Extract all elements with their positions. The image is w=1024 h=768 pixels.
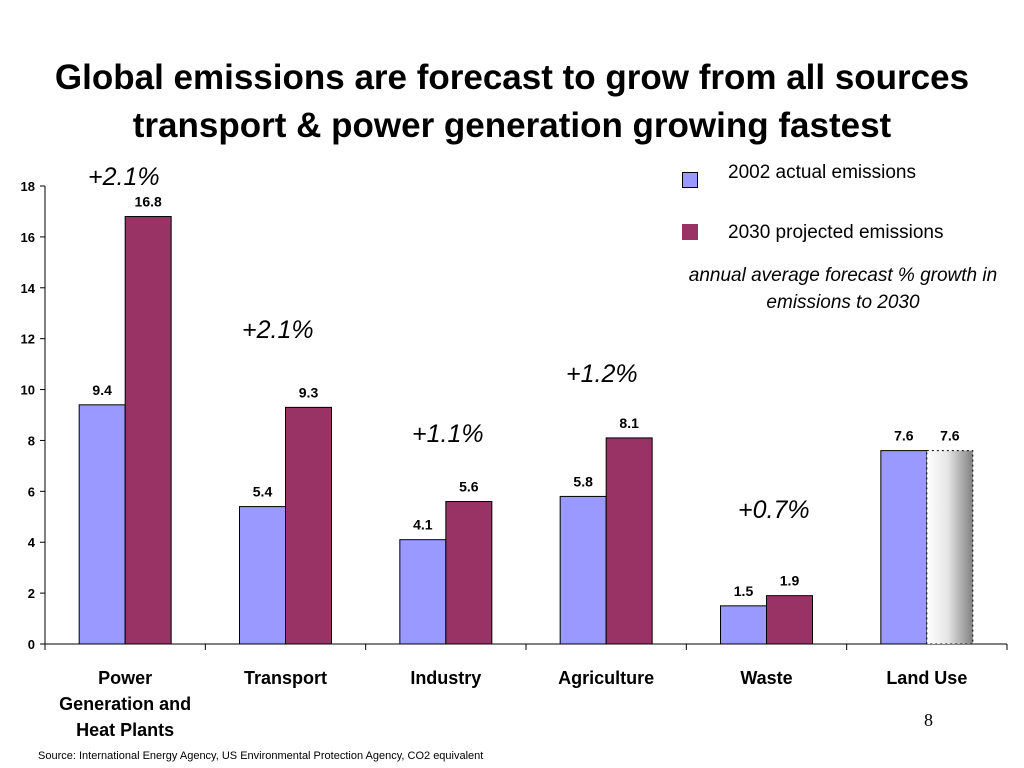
x-category-label: Transport: [244, 668, 327, 688]
growth-label-agriculture: +1.2%: [566, 360, 638, 388]
y-tick-label: 14: [21, 281, 36, 296]
x-category-label: Industry: [410, 668, 481, 688]
y-tick-label: 10: [21, 383, 35, 398]
data-label-2030: 5.6: [459, 479, 479, 495]
legend-label-2030: 2030 projected emissions: [728, 222, 944, 243]
bar-2030: [445, 501, 493, 645]
legend-swatch-2030: [682, 224, 698, 240]
x-category-label: Generation and: [59, 694, 191, 714]
bar-2030: [766, 595, 813, 645]
bar-2002: [239, 506, 286, 645]
y-tick-label: 12: [21, 332, 35, 347]
bar-2002: [559, 495, 607, 645]
data-label-2030: 1.9: [780, 573, 800, 589]
bar-2030: [605, 437, 653, 645]
bar-2030: [124, 216, 172, 645]
y-tick-label: 18: [21, 179, 35, 194]
growth-label-power: +2.1%: [88, 163, 160, 191]
page-number: 8: [924, 710, 933, 730]
data-label-2030: 9.3: [299, 384, 319, 400]
bar-2002: [880, 450, 928, 645]
data-label-2002: 1.5: [734, 583, 754, 599]
bar-2002: [720, 605, 767, 645]
data-label-2030: 7.6: [940, 428, 960, 444]
y-tick-label: 8: [28, 433, 35, 448]
source-note: Source: International Energy Agency, US …: [38, 750, 484, 762]
data-label-2002: 5.8: [573, 473, 593, 489]
data-label-2030: 16.8: [135, 194, 162, 210]
legend-note: annual average forecast % growth in emis…: [688, 265, 998, 313]
growth-label-transport: +2.1%: [242, 316, 314, 344]
bar-2002: [399, 539, 447, 645]
title-line-2: transport & power generation growing fas…: [132, 106, 892, 145]
x-category-label: Heat Plants: [76, 720, 174, 740]
y-tick-label: 0: [28, 637, 35, 652]
legend-swatch-2002: [682, 172, 698, 188]
y-tick-label: 2: [28, 586, 35, 601]
x-category-label: Agriculture: [558, 668, 654, 688]
y-tick-label: 6: [28, 484, 35, 499]
legend-label-2002: 2002 actual emissions: [728, 162, 916, 183]
bar-2030: [285, 406, 332, 645]
title-line-1: Global emissions are forecast to grow fr…: [54, 58, 970, 97]
bar-2002: [78, 404, 126, 645]
page-title: Global emissions are forecast to grow fr…: [0, 54, 1024, 150]
growth-label-industry: +1.1%: [412, 420, 484, 448]
data-label-2002: 7.6: [894, 428, 914, 444]
bar-2030: [926, 450, 974, 645]
data-label-2030: 8.1: [619, 415, 639, 431]
growth-label-waste: +0.7%: [738, 496, 810, 524]
data-label-2002: 9.4: [92, 382, 112, 398]
x-category-label: Land Use: [886, 668, 967, 688]
y-tick-label: 4: [28, 535, 36, 550]
x-category-label: Waste: [740, 668, 792, 688]
data-label-2002: 5.4: [253, 484, 273, 500]
x-category-label: Power: [98, 668, 152, 688]
y-tick-label: 16: [21, 230, 35, 245]
data-label-2002: 4.1: [413, 517, 433, 533]
